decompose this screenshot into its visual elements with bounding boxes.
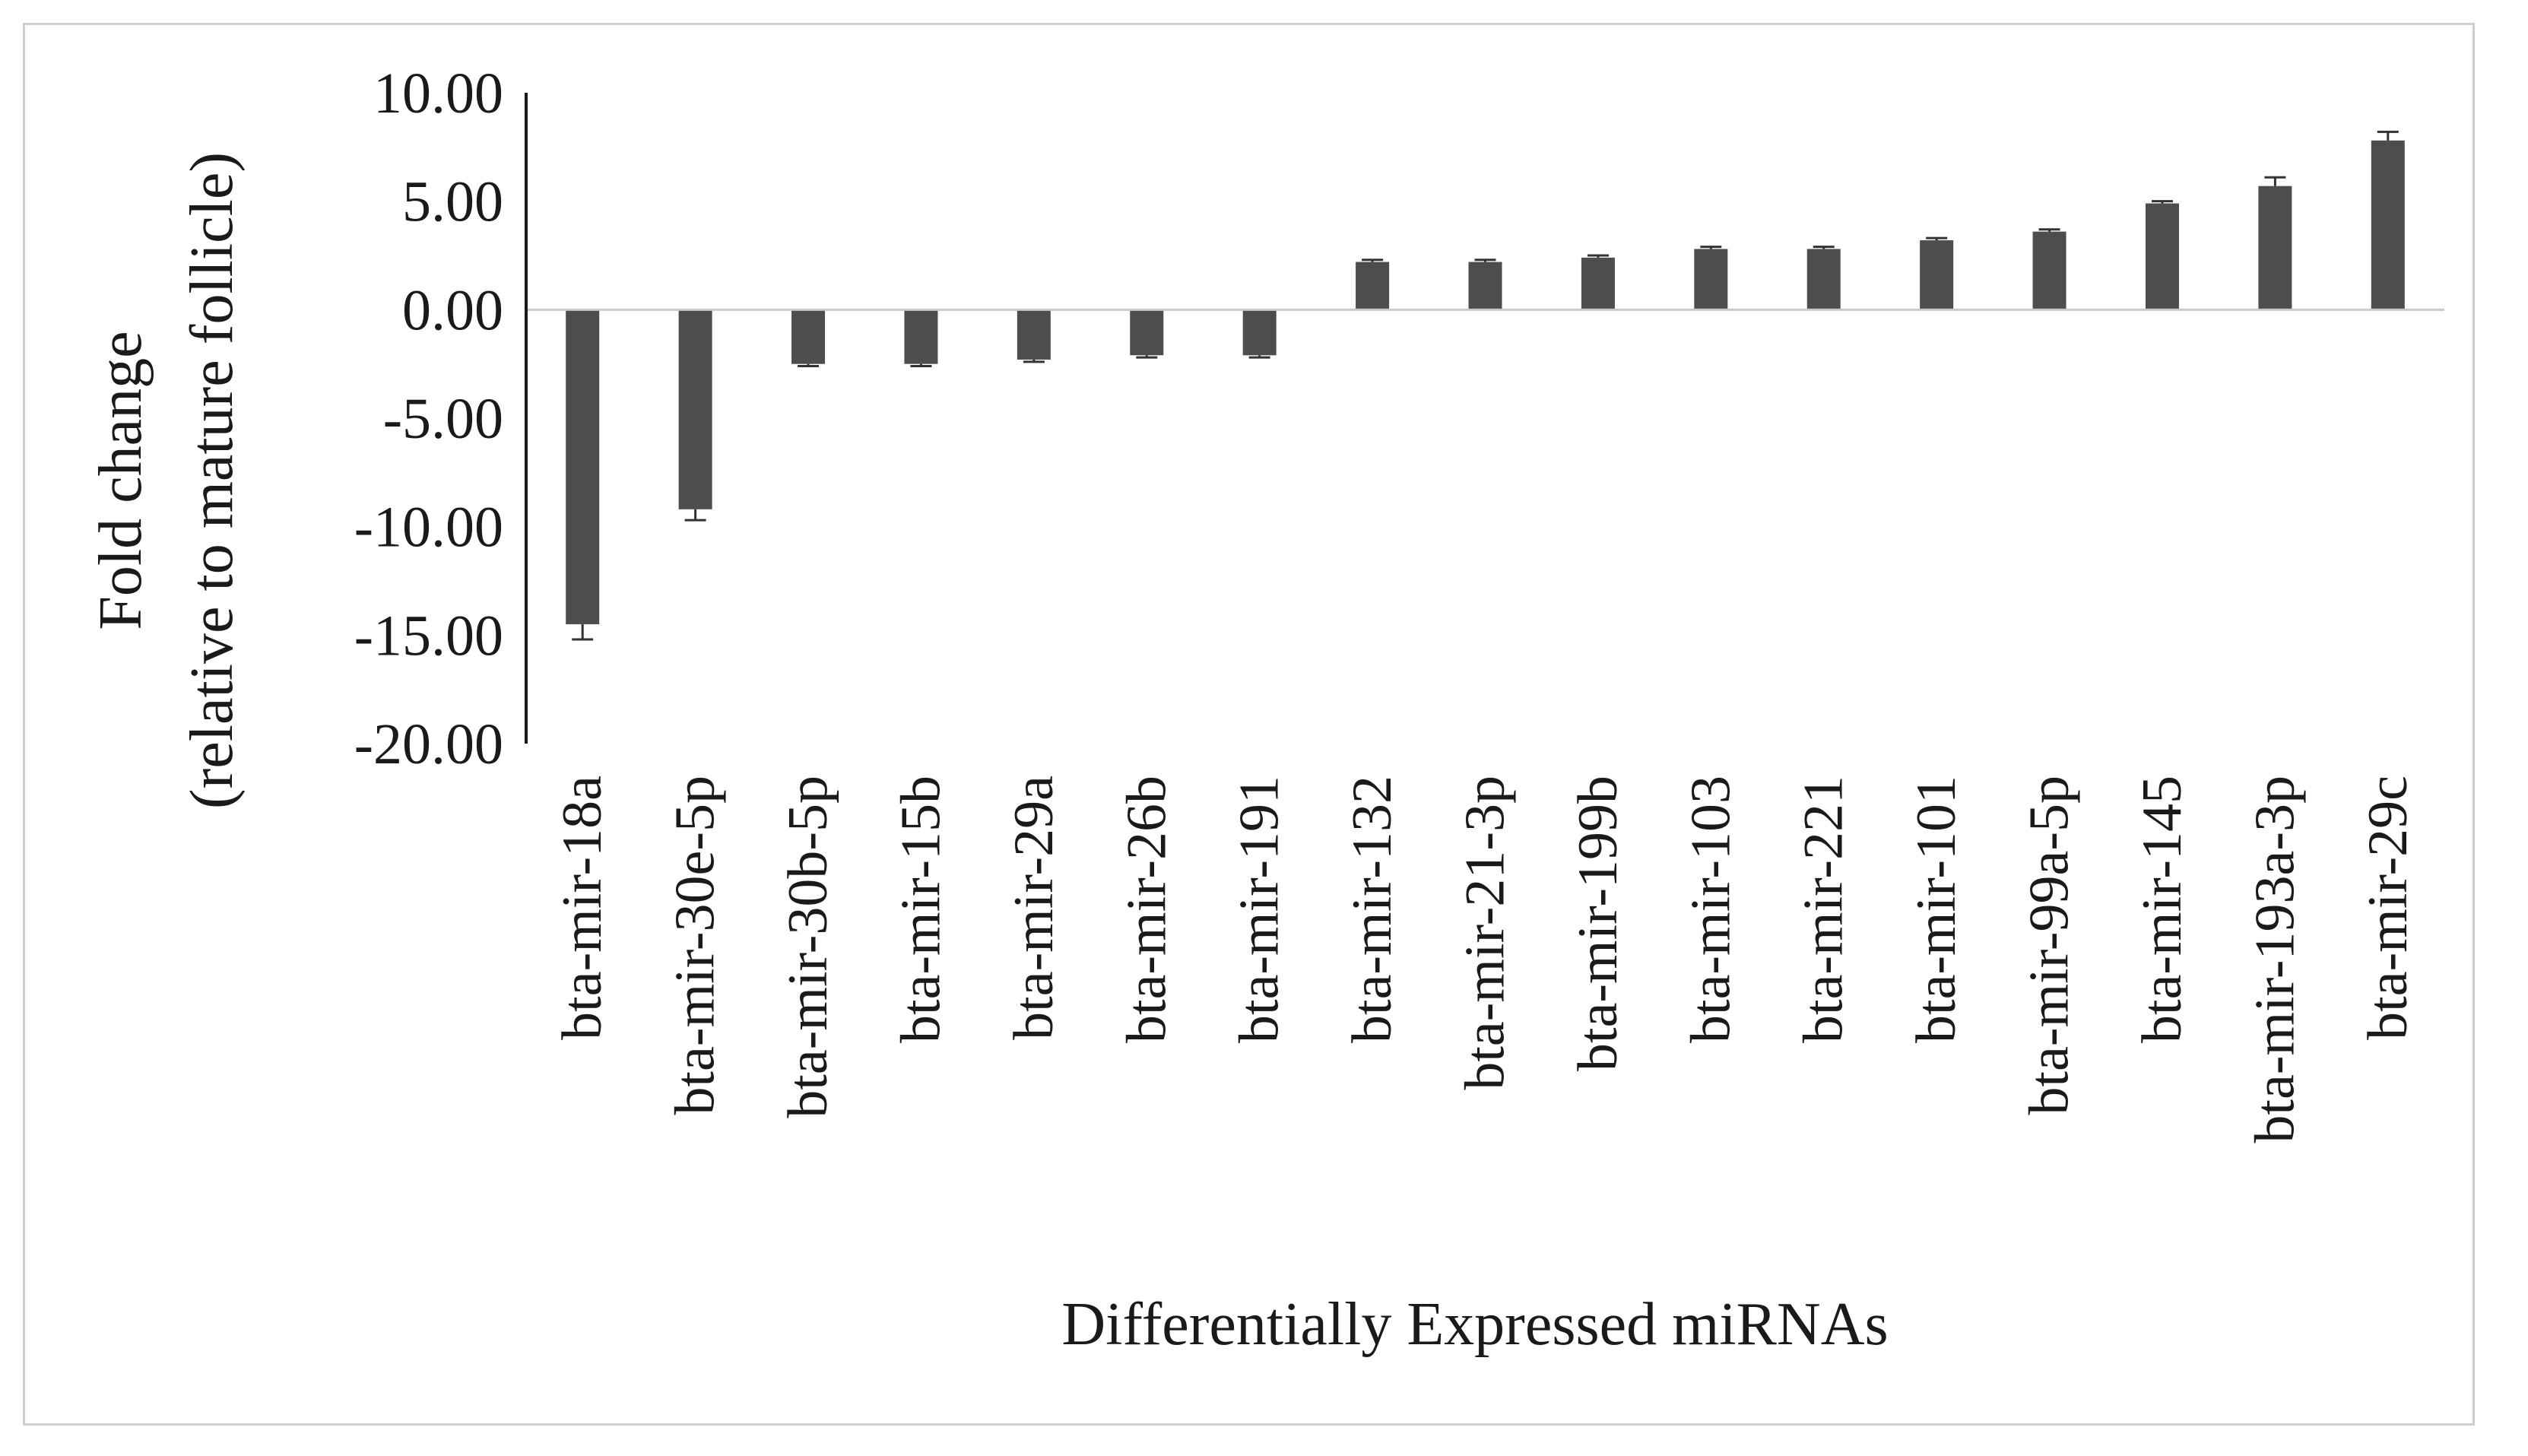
category-label-bta-mir-132: bta-mir-132 (1341, 776, 1404, 1043)
category-label-bta-mir-30b-5p: bta-mir-30b-5p (777, 776, 839, 1118)
category-label-bta-mir-29c: bta-mir-29c (2357, 776, 2419, 1040)
y-tick-label: 5.00 (402, 170, 503, 234)
y-tick-label: -5.00 (383, 387, 503, 451)
bar-bta-mir-21-3p (1468, 262, 1502, 310)
bar-bta-mir-132 (1356, 262, 1390, 310)
category-label-bta-mir-145: bta-mir-145 (2131, 776, 2193, 1043)
y-tick-label: -15.00 (354, 604, 503, 668)
bar-bta-mir-191 (1242, 309, 1277, 356)
category-label-bta-mir-30e-5p: bta-mir-30e-5p (665, 776, 727, 1115)
bar-bta-mir-103 (1694, 249, 1728, 310)
category-label-bta-mir-29a: bta-mir-29a (1003, 776, 1065, 1040)
bar-bta-mir-193a-3p (2258, 186, 2292, 310)
y-axis-ticks: 10.00 5.00 0.00 -5.00 -10.00 -15.00 -20.00 (354, 62, 503, 776)
bar-bta-mir-29c (2371, 140, 2405, 310)
category-label-bta-mir-26b: bta-mir-26b (1115, 776, 1178, 1043)
bar-bta-mir-199b (1581, 257, 1615, 310)
category-label-bta-mir-99a-5p: bta-mir-99a-5p (2019, 776, 2081, 1115)
y-tick-label: 10.00 (373, 62, 503, 125)
y-tick-label: -10.00 (354, 496, 503, 560)
category-label-bta-mir-101: bta-mir-101 (1905, 776, 1968, 1043)
category-label-bta-mir-21-3p: bta-mir-21-3p (1454, 776, 1517, 1090)
y-tick-label: -20.00 (354, 712, 503, 776)
y-tick-label: 0.00 (402, 278, 503, 342)
bar-bta-mir-18a (566, 309, 600, 625)
bar-bta-mir-30e-5p (678, 309, 712, 509)
category-label-bta-mir-221: bta-mir-221 (1793, 776, 1855, 1043)
bar-bta-mir-29a (1017, 309, 1051, 360)
category-labels: bta-mir-18a bta-mir-30e-5p bta-mir-30b-5p b… (551, 776, 2419, 1143)
bar-bta-mir-145 (2145, 203, 2179, 310)
category-label-bta-mir-18a: bta-mir-18a (551, 776, 614, 1040)
category-label-bta-mir-191: bta-mir-191 (1229, 776, 1291, 1043)
x-axis-title: Differentially Expressed miRNAs (1061, 1291, 1888, 1358)
category-label-bta-mir-193a-3p: bta-mir-193a-3p (2244, 776, 2306, 1143)
bar-bta-mir-221 (1806, 249, 1841, 310)
bar-bta-mir-99a-5p (2032, 231, 2066, 310)
y-axis-title-line2: (relative to mature follicle) (179, 152, 246, 809)
bars (566, 130, 2405, 641)
category-label-bta-mir-103: bta-mir-103 (1680, 776, 1742, 1043)
category-label-bta-mir-199b: bta-mir-199b (1567, 776, 1629, 1071)
bar-bta-mir-15b (904, 309, 938, 364)
bar-bta-mir-101 (1920, 240, 1954, 310)
category-label-bta-mir-15b: bta-mir-15b (890, 776, 952, 1043)
y-axis-title: Fold change (relative to mature follicle… (87, 152, 246, 809)
bar-bta-mir-26b (1130, 309, 1164, 356)
y-axis-title-line1: Fold change (87, 331, 154, 630)
axes (525, 93, 2444, 744)
bar-bta-mir-30b-5p (791, 309, 826, 364)
